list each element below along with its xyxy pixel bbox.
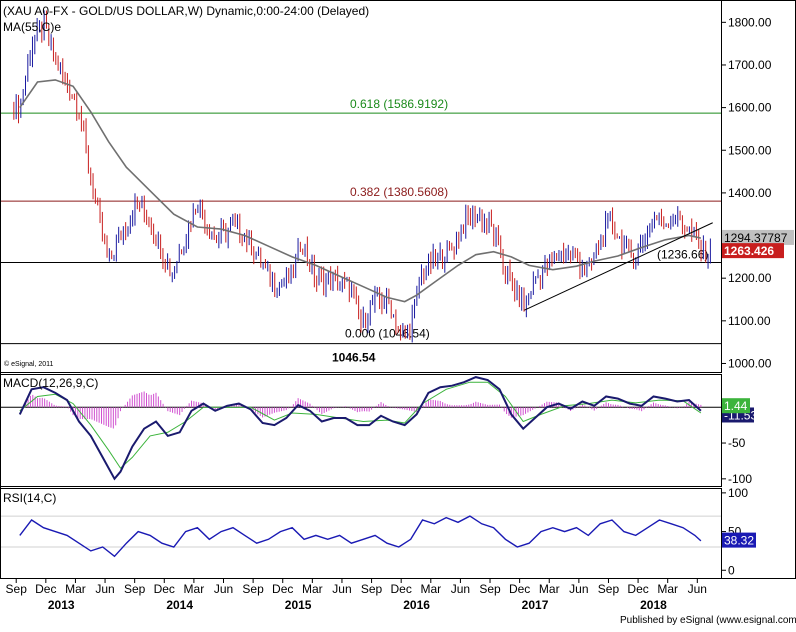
- month-label: Sep: [479, 582, 501, 596]
- level-label: 0.000 (1046.54): [345, 327, 430, 341]
- last-price-badge: [722, 243, 784, 259]
- price-layer: 0.618 (1586.9192) 0.382 (1380.5608) (1236.…: [1, 10, 721, 365]
- rsi-tick-label: 0: [728, 563, 735, 577]
- macd-value-badge: [722, 398, 750, 414]
- trendline: [524, 222, 713, 311]
- price-tick-label: 1600.00: [728, 101, 772, 115]
- month-label: Sep: [361, 582, 383, 596]
- ma-line: [19, 79, 702, 303]
- year-label: 2014: [166, 598, 193, 612]
- month-label: Jun: [214, 582, 233, 596]
- month-label: Dec: [627, 582, 648, 596]
- price-tick-label: 1700.00: [728, 58, 772, 72]
- ma-value-badge: [722, 229, 794, 245]
- rsi-title: RSI(14,C): [3, 491, 56, 505]
- price-tick-label: 1800.00: [728, 15, 772, 29]
- macd-title: MACD(12,26,9,C): [3, 376, 98, 390]
- year-label: 2016: [403, 598, 430, 612]
- rsi-value-label: 38.32: [724, 534, 754, 548]
- year-label: 2017: [522, 598, 549, 612]
- month-label: Mar: [302, 582, 323, 596]
- level-label: 0.382 (1380.5608): [350, 185, 448, 199]
- month-label: Jun: [332, 582, 351, 596]
- ma-label: MA(55,C)e: [3, 20, 61, 34]
- month-label: Jun: [95, 582, 114, 596]
- rsi-value-badge: [722, 532, 756, 548]
- price-tick-label: 1200.00: [728, 271, 772, 285]
- panel-frames: [0, 0, 796, 579]
- month-label: Dec: [35, 582, 56, 596]
- rsi-panel-frame: [0, 488, 722, 579]
- macd-tick-label: -100: [728, 472, 752, 486]
- rsi-line: [19, 515, 702, 558]
- month-label: Jun: [688, 582, 707, 596]
- low-label: 1046.54: [332, 351, 376, 365]
- month-label: Jun: [569, 582, 588, 596]
- month-label: Dec: [509, 582, 530, 596]
- month-label: Sep: [6, 582, 28, 596]
- macd-layer: [1, 376, 721, 481]
- month-label: Mar: [539, 582, 560, 596]
- copyright-label: © eSignal, 2011: [4, 360, 54, 368]
- level-label: (1236.66): [657, 248, 708, 262]
- month-label: Dec: [272, 582, 293, 596]
- chart-title: (XAU A0-FX - GOLD/US DOLLAR,W) Dynamic,0…: [3, 4, 369, 18]
- month-label: Sep: [598, 582, 620, 596]
- year-label: 2018: [640, 598, 667, 612]
- macd-value-label: 1.44: [724, 399, 748, 413]
- rsi-layer: [1, 515, 721, 558]
- month-label: Sep: [124, 582, 146, 596]
- year-label: 2013: [48, 598, 75, 612]
- footer-credit: Published by eSignal (www.esignal.com): [620, 615, 796, 626]
- month-label: Mar: [184, 582, 205, 596]
- outer-frame: [0, 0, 796, 579]
- price-tick-label: 1000.00: [728, 356, 772, 370]
- rsi-tick-label: 100: [728, 486, 748, 500]
- ma-value-label: 1294.37787: [724, 231, 788, 245]
- year-label: 2015: [285, 598, 312, 612]
- month-label: Dec: [391, 582, 412, 596]
- month-label: Mar: [657, 582, 678, 596]
- month-label: Mar: [65, 582, 86, 596]
- month-label: Dec: [154, 582, 175, 596]
- month-label: Sep: [242, 582, 264, 596]
- macd-line: [18, 376, 702, 481]
- macd-tick-label: -50: [728, 436, 746, 450]
- price-tick-label: 1400.00: [728, 186, 772, 200]
- axis-layer: 1000.001100.001200.001300.001400.001500.…: [6, 15, 794, 612]
- price-tick-label: 1500.00: [728, 143, 772, 157]
- month-label: Jun: [451, 582, 470, 596]
- last-price-label: 1263.426: [724, 244, 774, 258]
- price-tick-label: 1100.00: [728, 314, 771, 328]
- month-label: Mar: [420, 582, 441, 596]
- level-label: 0.618 (1586.9192): [350, 97, 448, 111]
